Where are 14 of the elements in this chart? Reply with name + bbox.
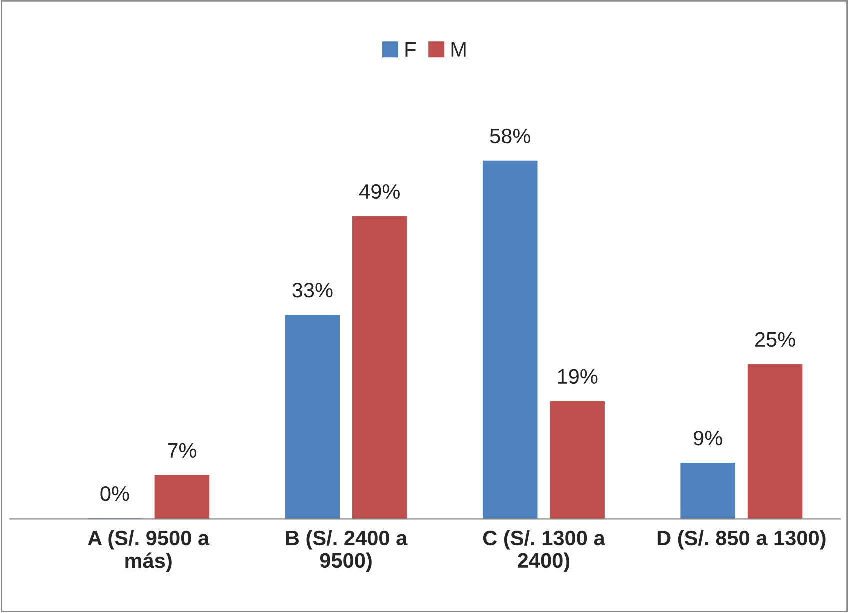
data-label: 33% (292, 283, 333, 298)
data-label: 49% (360, 184, 400, 200)
data-label: 9% (694, 430, 722, 446)
data-label: 19% (558, 369, 598, 384)
data-label: 0% (100, 486, 130, 502)
x-tick-label: C (S/. 1300 a 2400) (483, 530, 606, 572)
data-label: 7% (168, 443, 196, 458)
legend-label: F (406, 42, 416, 57)
x-tick-label: B (S/. 2400 a 9500) (286, 530, 408, 572)
x-tick-label: A (S/. 9500 a más) (88, 530, 210, 572)
legend-label: M (452, 42, 466, 57)
x-tick-label: D (S/. 850 a 1300) (658, 530, 826, 550)
data-label: 58% (490, 128, 530, 144)
data-label: 25% (755, 332, 796, 348)
